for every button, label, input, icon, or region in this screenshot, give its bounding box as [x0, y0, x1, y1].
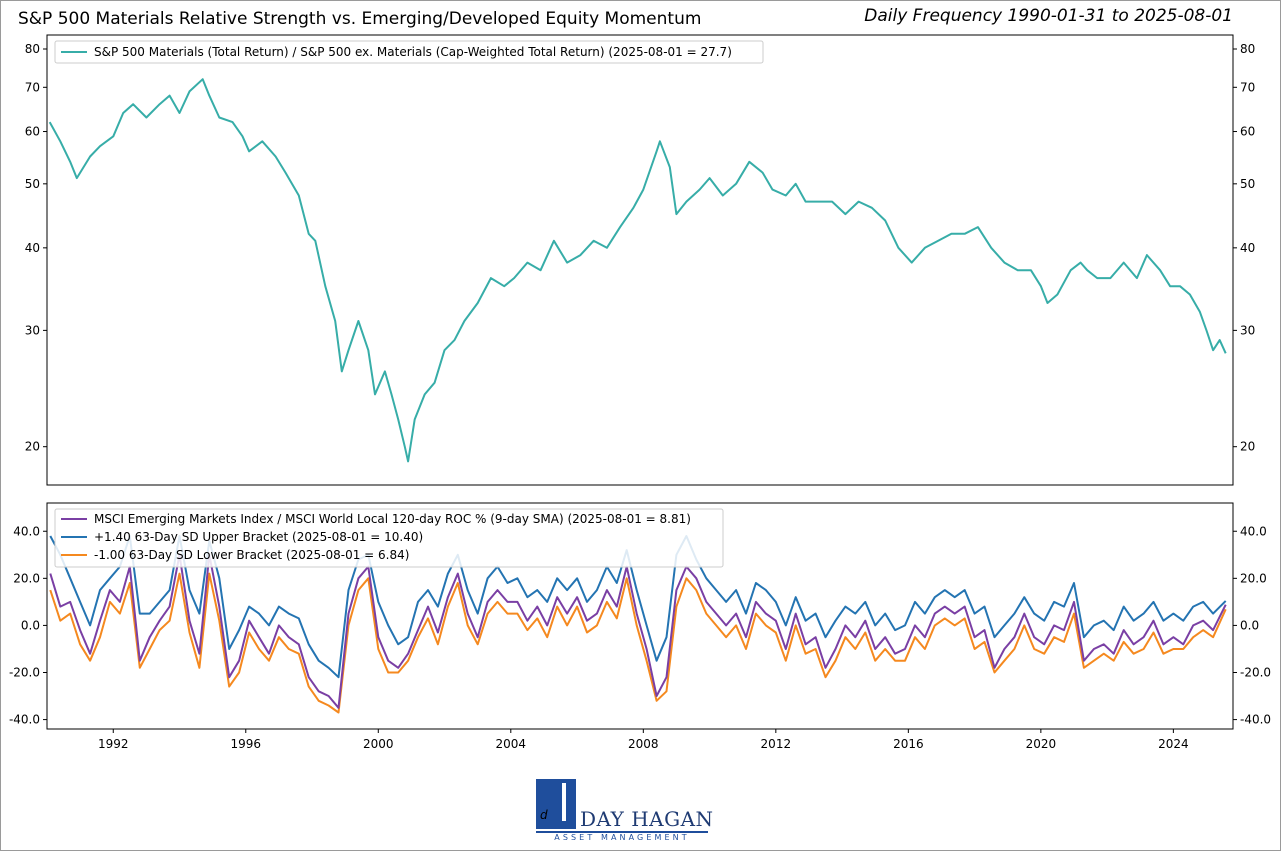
lower-bracket-line — [49, 572, 1227, 714]
bottom-y-tick-label-left: 40.0 — [13, 524, 40, 538]
x-tick-label: 2016 — [893, 737, 924, 751]
date-range-label: Daily Frequency 1990-01-31 to 2025-08-01 — [864, 6, 1233, 26]
x-tick-label: 2012 — [761, 737, 792, 751]
top-plot-area — [46, 34, 1234, 486]
top-y-tick-label-right: 80 — [1240, 42, 1255, 56]
bottom-y-tick-label-left: -20.0 — [9, 666, 40, 680]
bottom-y-tick-label-right: -40.0 — [1240, 713, 1271, 727]
top-y-tick-label-right: 60 — [1240, 125, 1255, 139]
top-y-tick-label-left: 30 — [25, 323, 40, 337]
bottom-y-tick-label-right: 40.0 — [1240, 524, 1267, 538]
company-logo: d DAY HAGAN ASSET MANAGEMENT — [536, 779, 714, 843]
bottom-y-tick-label-right: 20.0 — [1240, 571, 1267, 585]
top-y-tick-label-left: 40 — [25, 241, 40, 255]
top-y-tick-label-right: 70 — [1240, 80, 1255, 94]
x-tick-label: 2024 — [1158, 737, 1189, 751]
chart-title: S&P 500 Materials Relative Strength vs. … — [18, 9, 702, 29]
x-tick-label: 2004 — [496, 737, 527, 751]
top-y-tick-label-left: 20 — [25, 440, 40, 454]
bottom-panel: -40.0 -40.0 -20.0 -20.0 0.0 0.0 20.0 20.0 40.0 40… — [9, 502, 1271, 751]
x-tick-label: 2008 — [628, 737, 659, 751]
logo-subtitle: ASSET MANAGEMENT — [554, 833, 690, 842]
x-tick-label: 2000 — [363, 737, 394, 751]
top-y-tick-label-left: 80 — [25, 42, 40, 56]
top-y-tick-label-left: 70 — [25, 80, 40, 94]
bottom-y-tick-label-left: -40.0 — [9, 713, 40, 727]
upper-bracket-line — [49, 535, 1227, 679]
em-roc-line — [49, 553, 1227, 709]
dh-monogram-icon: d — [536, 779, 576, 829]
legend-label-lower-bracket: -1.00 63-Day SD Lower Bracket (2025-08-0… — [94, 548, 409, 562]
bottom-y-tick-label-left: 20.0 — [13, 571, 40, 585]
top-legend-box — [54, 40, 764, 64]
top-y-tick-label-left: 50 — [25, 177, 40, 191]
bottom-y-tick-label-left: 0.0 — [21, 618, 40, 632]
top-legend: S&P 500 Materials (Total Return) / S&P 5… — [54, 40, 764, 64]
top-panel: 20 20 30 30 40 40 50 50 60 60 70 70 80 80 S&P 500 Mat… — [25, 34, 1256, 486]
bottom-y-axis: -40.0 -40.0 -20.0 -20.0 0.0 0.0 20.0 20.0 40.0 40… — [9, 524, 1271, 726]
x-tick-label: 1996 — [230, 737, 261, 751]
svg-text:d: d — [540, 808, 548, 822]
logo-divider — [536, 831, 708, 833]
top-y-tick-label-right: 20 — [1240, 440, 1255, 454]
x-axis: 1992 1996 2000 2004 2008 2012 2016 2020 2024 — [98, 729, 1189, 751]
top-y-tick-label-left: 60 — [25, 125, 40, 139]
x-tick-label: 1992 — [98, 737, 129, 751]
top-y-tick-label-right: 40 — [1240, 241, 1255, 255]
materials-rs-line — [48, 78, 1227, 463]
bottom-y-tick-label-right: -20.0 — [1240, 666, 1271, 680]
bottom-y-tick-label-right: 0.0 — [1240, 618, 1259, 632]
legend-label-em-roc: MSCI Emerging Markets Index / MSCI World… — [94, 512, 691, 526]
legend-label-materials: S&P 500 Materials (Total Return) / S&P 5… — [94, 45, 732, 59]
momentum-lines — [49, 535, 1227, 714]
logo-name: DAY HAGAN — [580, 807, 714, 831]
x-tick-label: 2020 — [1026, 737, 1057, 751]
top-y-axis: 20 20 30 30 40 40 50 50 60 60 70 70 80 80 — [25, 42, 1256, 454]
bottom-legend-box — [54, 508, 724, 568]
bottom-legend: MSCI Emerging Markets Index / MSCI World… — [54, 508, 724, 568]
top-y-tick-label-right: 30 — [1240, 323, 1255, 337]
legend-label-upper-bracket: +1.40 63-Day SD Upper Bracket (2025-08-0… — [94, 530, 423, 544]
top-y-tick-label-right: 50 — [1240, 177, 1255, 191]
